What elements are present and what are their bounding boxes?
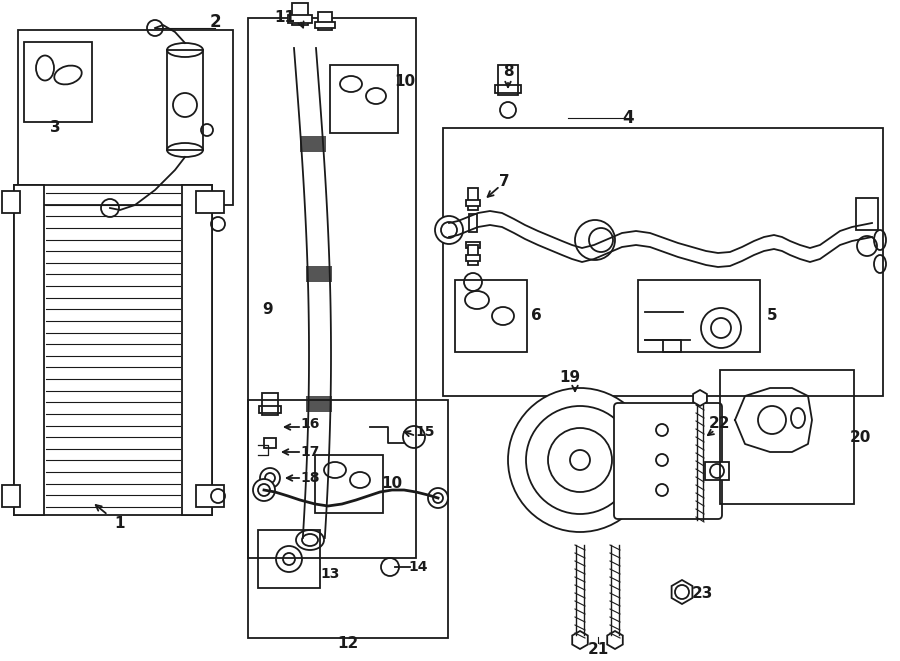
Bar bbox=[18, 30, 233, 205]
Bar bbox=[469, 214, 477, 232]
Text: 7: 7 bbox=[499, 175, 509, 190]
Circle shape bbox=[575, 220, 615, 260]
Bar bbox=[330, 65, 398, 133]
Text: 4: 4 bbox=[622, 109, 634, 127]
Bar bbox=[498, 65, 518, 95]
Text: 15: 15 bbox=[415, 425, 435, 439]
Bar bbox=[306, 396, 332, 412]
Text: 6: 6 bbox=[531, 309, 542, 323]
Bar bbox=[196, 485, 224, 507]
Bar bbox=[318, 12, 332, 30]
Text: 20: 20 bbox=[850, 430, 870, 446]
Bar bbox=[258, 530, 320, 588]
Text: 18: 18 bbox=[301, 471, 320, 485]
Text: 5: 5 bbox=[767, 309, 778, 323]
FancyBboxPatch shape bbox=[614, 403, 722, 519]
Bar bbox=[443, 128, 883, 396]
Bar bbox=[306, 266, 332, 282]
Bar bbox=[262, 393, 278, 415]
Circle shape bbox=[508, 388, 652, 532]
Bar bbox=[24, 42, 92, 122]
Circle shape bbox=[253, 479, 275, 501]
Bar bbox=[288, 15, 312, 23]
Text: 21: 21 bbox=[588, 642, 608, 658]
Text: 9: 9 bbox=[263, 303, 274, 317]
Bar bbox=[2, 191, 20, 213]
Bar bbox=[638, 280, 760, 352]
Bar bbox=[705, 462, 729, 480]
Bar bbox=[300, 136, 326, 152]
Bar bbox=[856, 198, 878, 230]
Text: 2: 2 bbox=[209, 13, 220, 31]
Text: 8: 8 bbox=[503, 65, 513, 79]
Text: 10: 10 bbox=[394, 75, 416, 89]
Bar bbox=[495, 85, 521, 93]
Bar bbox=[466, 255, 480, 261]
Bar bbox=[14, 185, 212, 515]
Text: 12: 12 bbox=[338, 637, 358, 652]
Circle shape bbox=[701, 308, 741, 348]
Text: 16: 16 bbox=[301, 417, 320, 431]
Bar bbox=[315, 455, 383, 513]
Text: 23: 23 bbox=[691, 586, 713, 602]
Bar bbox=[248, 400, 448, 638]
Bar bbox=[720, 370, 854, 504]
Text: 11: 11 bbox=[274, 11, 295, 26]
Circle shape bbox=[435, 216, 463, 244]
Bar bbox=[315, 22, 335, 28]
Ellipse shape bbox=[296, 530, 324, 550]
Text: 3: 3 bbox=[50, 120, 60, 136]
Text: 14: 14 bbox=[409, 560, 428, 574]
Text: 17: 17 bbox=[301, 445, 320, 459]
Bar bbox=[468, 245, 478, 265]
Bar bbox=[466, 200, 480, 206]
Circle shape bbox=[428, 488, 448, 508]
Bar bbox=[259, 406, 281, 413]
Bar bbox=[264, 438, 276, 448]
Bar bbox=[2, 485, 20, 507]
Text: 13: 13 bbox=[320, 567, 339, 581]
Bar bbox=[167, 50, 203, 150]
Circle shape bbox=[464, 273, 482, 291]
Bar bbox=[182, 185, 212, 515]
Bar bbox=[248, 18, 416, 558]
Text: 22: 22 bbox=[709, 416, 731, 432]
Text: 19: 19 bbox=[560, 371, 580, 385]
Bar bbox=[196, 191, 224, 213]
Bar bbox=[292, 3, 308, 25]
Bar bbox=[455, 280, 527, 352]
Text: 1: 1 bbox=[115, 516, 125, 531]
Bar bbox=[14, 185, 44, 515]
Text: 10: 10 bbox=[382, 477, 402, 492]
Bar bbox=[468, 188, 478, 210]
Bar bbox=[466, 242, 480, 248]
